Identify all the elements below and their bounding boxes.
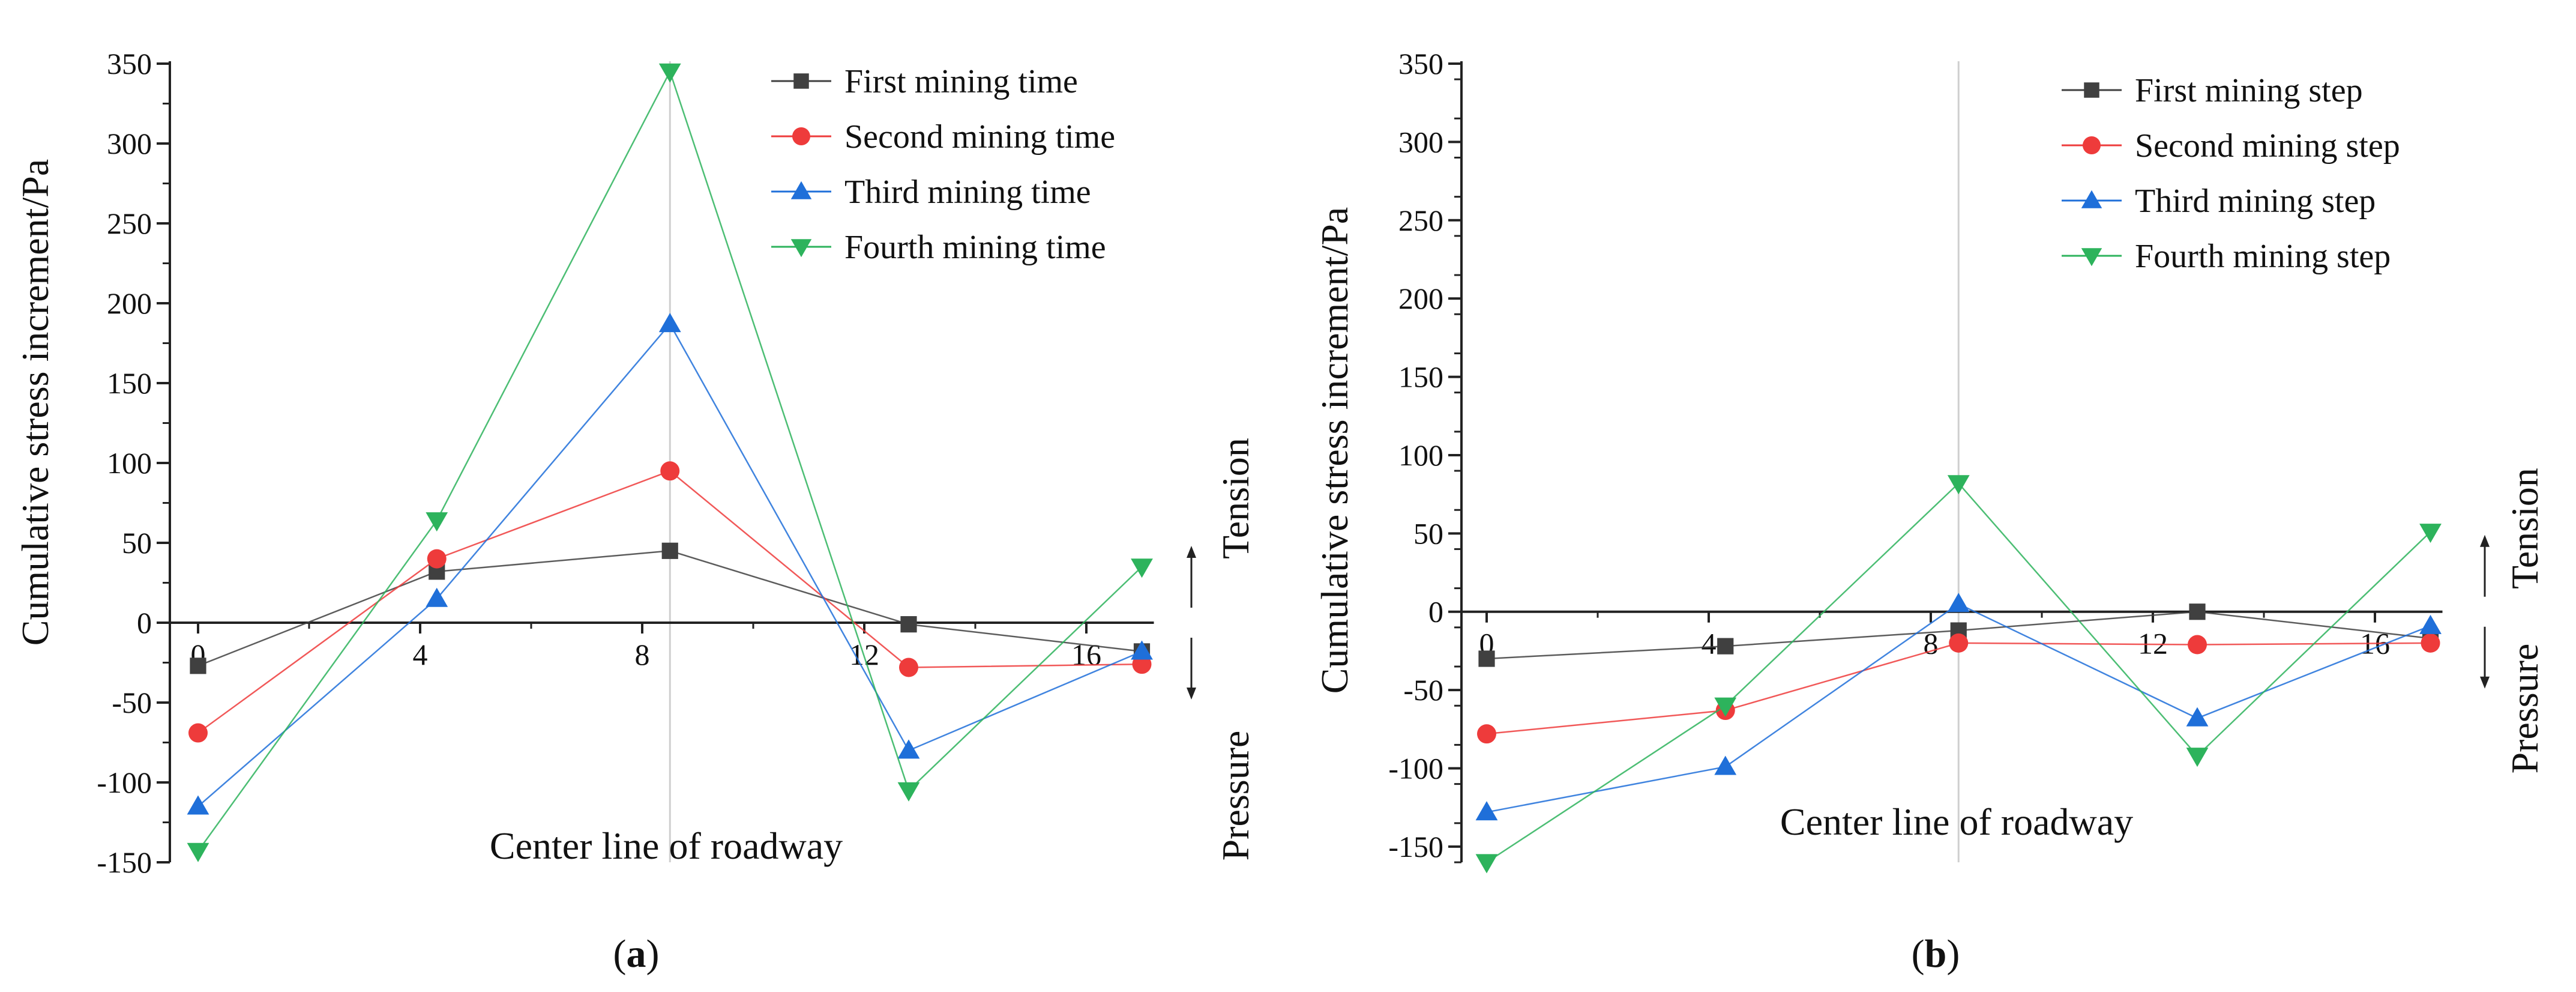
x-tick-label: 4 [413,638,428,671]
y-tick-label: 300 [107,127,152,160]
data-point [427,549,447,569]
y-tick-label: 100 [107,446,152,480]
y-tick-label: 200 [107,286,152,320]
panel-caption: (a) [613,932,660,976]
y-tick-label: -150 [97,845,152,879]
legend-marker [790,181,812,199]
data-point [1475,854,1498,874]
panel-caption: (b) [1912,932,1960,976]
legend-marker [790,239,812,258]
tension-label: Tension [1214,438,1257,559]
data-point [1131,640,1153,660]
data-point [1714,755,1737,775]
data-point [190,658,206,674]
pressure-arrowhead [1187,688,1196,700]
data-point [661,542,678,559]
pressure-arrowhead [2480,676,2490,689]
data-point [2421,633,2440,653]
legend-label: Third mining time [844,174,1091,211]
y-tick-label: 350 [1398,47,1443,80]
legend-label: First mining time [844,63,1078,100]
y-tick-label: 50 [122,526,152,560]
data-point [2419,614,2442,634]
legend-label: Second mining step [2135,127,2400,165]
y-tick-label: 100 [1398,438,1443,472]
data-point [1477,724,1496,744]
y-tick-label: 250 [1398,204,1443,237]
legend-label: Fourth mining time [844,229,1106,266]
y-tick-label: 250 [107,207,152,240]
y-tick-label: 0 [1428,595,1443,629]
data-point [660,461,680,481]
data-point [426,587,448,607]
y-axis-title: Cumulative stress increment/Pa [1313,207,1356,694]
y-tick-label: 350 [107,47,152,80]
x-tick-label: 8 [635,638,650,671]
legend-label: Second mining time [844,118,1115,156]
data-point [188,723,208,743]
y-tick-label: -50 [1403,673,1443,707]
tension-arrowhead [1187,546,1196,558]
y-tick-label: 300 [1398,125,1443,159]
legend-label: Fourth mining step [2135,238,2391,275]
data-point [897,739,920,759]
data-point [426,512,448,532]
y-tick-label: 50 [1413,516,1443,550]
data-point [2188,635,2207,655]
y-tick-label: 150 [1398,360,1443,394]
data-point [899,658,918,677]
legend-label: First mining step [2135,72,2363,109]
y-tick-label: -50 [112,686,152,719]
data-point [1717,638,1734,655]
pressure-label: Pressure [1214,731,1257,861]
pressure-label: Pressure [2503,644,2546,774]
legend-marker [2081,190,2102,208]
y-tick-label: 0 [137,606,152,640]
data-point [187,795,209,815]
data-point [1131,558,1153,578]
data-point [658,313,681,333]
data-point [897,782,920,802]
data-point [658,63,681,83]
legend-marker [2083,136,2101,154]
tension-arrowhead [2480,534,2490,547]
data-point [1475,801,1498,821]
data-point [900,616,917,633]
legend-marker [2084,82,2099,98]
legend-marker [793,73,809,89]
tension-label: Tension [2503,468,2546,589]
data-point [1949,633,1969,653]
x-tick-label: 16 [1071,638,1101,671]
data-point [2186,748,2209,767]
y-tick-label: 200 [1398,282,1443,315]
data-point [2419,524,2442,543]
legend-marker [792,127,810,145]
x-axis-title: Center line of roadway [490,824,843,867]
data-point [1947,593,1970,612]
y-axis-title: Cumulative stress increment/Pa [14,159,56,646]
data-point [1714,697,1737,717]
data-point [1947,475,1970,495]
data-point [1478,650,1495,667]
data-point [2189,603,2206,620]
y-tick-label: -100 [1388,752,1443,785]
x-tick-label: 4 [1702,627,1717,661]
x-axis-title: Center line of roadway [1780,800,2133,843]
legend-marker [2081,248,2102,267]
y-tick-label: 150 [107,366,152,400]
data-point [187,842,209,862]
y-tick-label: -100 [97,766,152,799]
legend-label: Third mining step [2135,183,2376,220]
data-point [2186,707,2209,727]
y-tick-label: -150 [1388,830,1443,863]
